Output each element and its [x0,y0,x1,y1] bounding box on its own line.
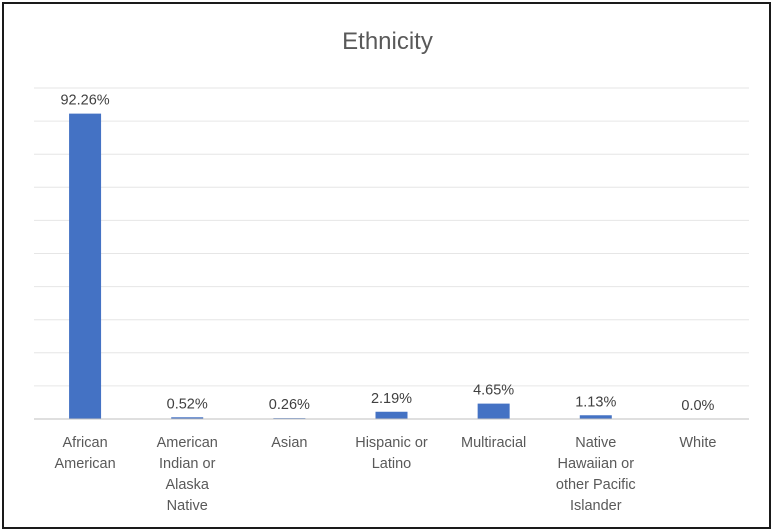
gridlines [34,87,749,387]
data-label: 0.52% [167,396,208,412]
bar [69,113,102,420]
bar [477,403,510,419]
bar [375,411,408,419]
data-label: 4.65% [473,383,514,399]
category-label: Hispanic or Latino [355,435,428,472]
category-label: Multiracial [461,435,526,451]
category-label: Asian [271,435,307,451]
category-label: African American [54,435,115,472]
data-label: 0.0% [681,398,714,414]
data-labels: 92.26% 0.52% 0.26% 2.19% 4.65% 1.13% 0.0% [60,93,714,414]
bar [171,417,204,419]
data-label: 1.13% [575,394,616,410]
category-label: Native Hawaiian or other Pacific Islander [556,435,636,514]
data-label: 0.26% [269,397,310,413]
category-labels: African American American Indian or Alaska Na… [54,435,716,514]
data-label: 92.26% [60,93,109,109]
category-label: American Indian or Alaska Native [157,435,218,514]
chart-title: Ethnicity [342,28,433,55]
data-label: 2.19% [371,391,412,407]
bars [69,113,612,420]
category-label: White [679,435,716,451]
bar [579,415,612,419]
